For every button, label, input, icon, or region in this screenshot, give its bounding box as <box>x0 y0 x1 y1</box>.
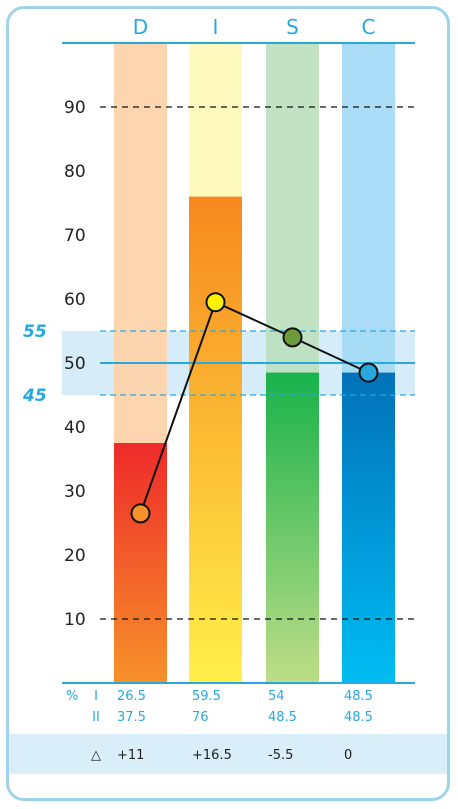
row1-value: 26.5 <box>117 689 146 704</box>
y-tick-label-50: 50 <box>64 354 86 374</box>
y-tick-label-70: 70 <box>64 226 86 246</box>
row2-label: II <box>92 710 100 725</box>
y-tick-label-20: 20 <box>64 546 86 566</box>
category-label-s: S <box>286 15 299 39</box>
marker-s <box>282 327 303 348</box>
y-tick-label-80: 80 <box>64 162 86 182</box>
delta-value: +16.5 <box>192 748 232 763</box>
delta-value: +11 <box>117 748 144 763</box>
band-label-high: 55 <box>23 322 47 342</box>
delta-value: 0 <box>344 748 352 763</box>
row1-value: 48.5 <box>344 689 373 704</box>
y-tick-label-10: 10 <box>64 610 86 630</box>
delta-strip <box>9 734 447 774</box>
bar-s <box>266 372 319 683</box>
bar-i <box>189 196 242 683</box>
row2-value: 48.5 <box>268 710 297 725</box>
grid-layer <box>62 42 415 684</box>
profile-line <box>139 300 369 514</box>
percent-symbol: % <box>66 689 78 704</box>
marker-d <box>130 503 151 524</box>
bar-c <box>342 372 395 683</box>
delta-value: -5.5 <box>268 748 293 763</box>
line-layer <box>130 292 379 524</box>
bar-d <box>114 443 167 683</box>
axis-layer: D I S C 10 20 30 40 50 60 70 80 90 55 45 <box>22 15 375 630</box>
y-tick-label-90: 90 <box>64 98 86 118</box>
band-label-low: 45 <box>22 386 47 406</box>
row1-value: 59.5 <box>192 689 221 704</box>
category-label-i: I <box>213 15 219 39</box>
row2-value: 48.5 <box>344 710 373 725</box>
row1-value: 54 <box>268 689 285 704</box>
category-label-c: C <box>362 15 376 39</box>
delta-symbol: △ <box>91 748 101 763</box>
category-label-d: D <box>133 15 148 39</box>
row2-value: 76 <box>192 710 209 725</box>
marker-i <box>205 292 226 313</box>
row1-label: I <box>94 689 98 704</box>
y-tick-label-60: 60 <box>64 290 86 310</box>
y-tick-label-40: 40 <box>64 418 86 438</box>
y-tick-label-30: 30 <box>64 482 86 502</box>
marker-c <box>358 362 379 383</box>
row2-value: 37.5 <box>117 710 146 725</box>
